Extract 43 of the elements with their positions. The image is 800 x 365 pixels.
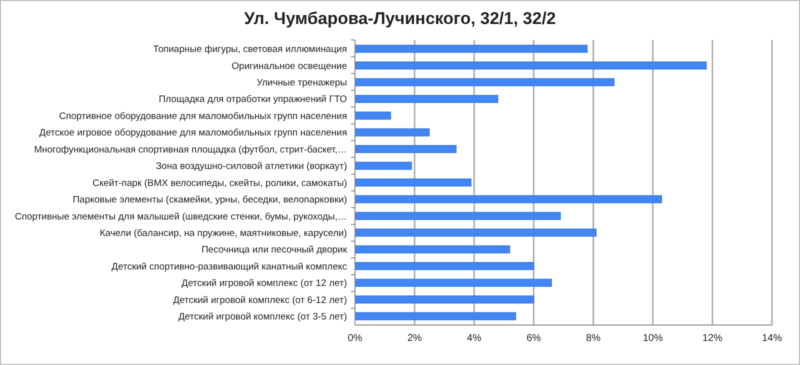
y-tick-label: Детский игровой комплекс (от 12 лет) — [182, 278, 347, 290]
x-tick-label: 8% — [586, 333, 601, 344]
y-tick-label: Песочница или песочный дворик — [201, 244, 348, 256]
x-tick-label: 6% — [526, 333, 542, 344]
x-tick-label: 4% — [466, 333, 482, 344]
y-tick-label: Спортивное оборудование для маломобильных групп населения — [59, 110, 347, 122]
bar — [354, 312, 516, 320]
x-tick-label: 0% — [348, 333, 362, 344]
y-tick-label: Уличные тренажеры — [256, 78, 348, 89]
chart-title: Ул. Чумбарова-Лучинского, 32/1, 32/2 — [244, 9, 556, 28]
bar — [354, 162, 412, 170]
bar — [354, 195, 662, 204]
bar — [354, 44, 588, 53]
bar — [354, 128, 430, 136]
y-tick-label: Детский игровой комплекс (от 3-5 лет) — [178, 312, 347, 323]
y-tick-label: Детский спортивно-развивающий канатный комплекс — [112, 261, 348, 272]
y-tick-label: Спортивные элементы для малышей (шведские стенки, бумы, рукоходы,… — [14, 211, 347, 222]
bar — [354, 245, 510, 254]
bar — [354, 61, 707, 70]
y-tick-label: Оригинальное освещение — [232, 60, 347, 72]
bar — [354, 112, 391, 120]
y-tick-label: Детский игровой комплекс (от 6-12 лет) — [173, 294, 347, 306]
x-tick-label: 14% — [762, 333, 782, 344]
bar — [354, 296, 534, 304]
y-tick-label: Многофункциональная спортивная площадка (футбол, стрит-баскет,… — [34, 144, 347, 156]
y-tick-label: Топиарные фигуры, световая иллюминация — [153, 44, 347, 56]
x-tick-label: 2% — [407, 333, 422, 344]
bar — [354, 278, 552, 287]
bar — [354, 178, 472, 187]
y-tick-label: Площадка для отработки упражнений ГТО — [158, 94, 347, 106]
y-tick-label: Скейт-парк (BMX велосипеды, скейты, ролики, самокаты) — [92, 178, 347, 189]
x-tick-label: 10% — [642, 333, 663, 344]
bar — [354, 78, 614, 86]
x-tick-label: 12% — [702, 333, 723, 344]
bar — [354, 145, 457, 154]
y-tick-label: Зона воздушно-силовой атлетики (воркаут) — [156, 161, 347, 172]
bar — [354, 228, 597, 237]
bar — [354, 212, 561, 220]
y-tick-label: Детское игровое оборудование для маломобильных групп населения — [39, 128, 347, 139]
bar — [354, 262, 534, 270]
y-tick-label: Парковые элементы (скамейки, урны, беседки, велопарковки) — [72, 194, 347, 206]
bar — [354, 94, 498, 103]
y-tick-label: Качели (балансир, на пружине, маятниковые, карусели) — [100, 228, 347, 239]
